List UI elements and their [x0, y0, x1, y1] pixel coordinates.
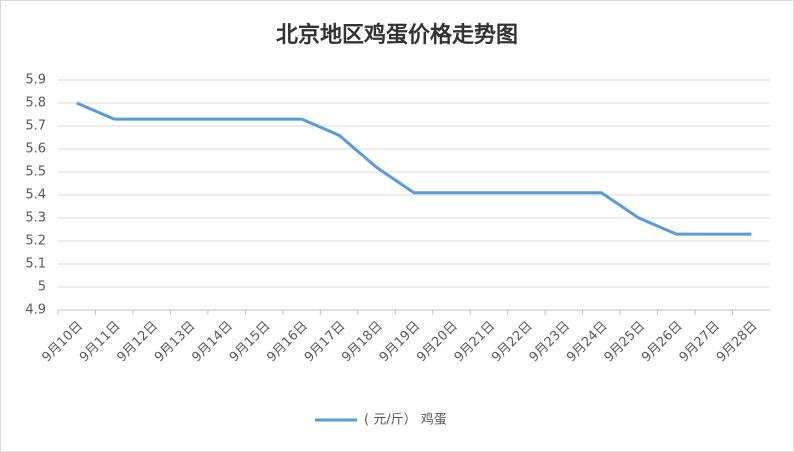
y-tick-label: 5.3 — [25, 211, 46, 226]
y-tick-label: 5.6 — [25, 142, 46, 157]
line-series — [76, 101, 752, 236]
y-tick-label: 5.8 — [25, 96, 46, 111]
legend-label: ( 元/斤） 鸡蛋 — [364, 412, 447, 428]
chart-title: 北京地区鸡蛋价格走势图 — [276, 22, 518, 48]
y-tick-label: 5 — [38, 280, 46, 295]
y-tick-label: 5.7 — [25, 119, 46, 134]
y-tick-label: 5.5 — [25, 165, 46, 180]
y-tick-label: 5.1 — [25, 257, 46, 272]
y-tick-label: 4.9 — [25, 303, 46, 318]
y-tick-label: 5.4 — [25, 188, 46, 203]
y-tick-label: 5.9 — [25, 73, 46, 88]
y-tick-label: 5.2 — [25, 234, 46, 249]
